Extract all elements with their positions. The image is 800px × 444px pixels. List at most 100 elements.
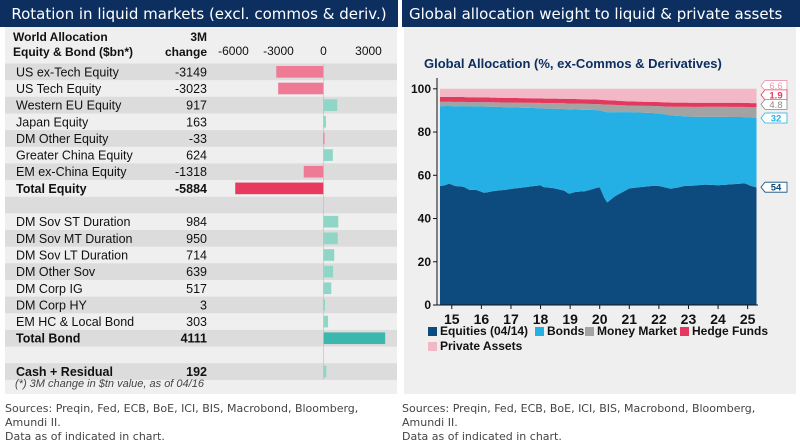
row-label-dm-sov-st-duration: DM Sov ST Duration bbox=[16, 215, 130, 229]
y-tick-label-0: 0 bbox=[424, 298, 431, 312]
row-label-dm-corp-ig: DM Corp IG bbox=[16, 282, 83, 296]
row-value-em-hc-local-bond: 303 bbox=[186, 315, 207, 329]
row-label-dm-other-sov: DM Other Sov bbox=[16, 265, 96, 279]
right-source-note: Sources: Preqin, Fed, ECB, BoE, ICI, BIS… bbox=[402, 402, 794, 444]
row-label-em-ex-china-equity: EM ex-China Equity bbox=[16, 165, 127, 179]
value-column-header-line-1: 3M bbox=[190, 30, 207, 44]
left-source-note: Sources: Preqin, Fed, ECB, BoE, ICI, BIS… bbox=[5, 402, 397, 444]
x-tick-label-16: 16 bbox=[474, 311, 490, 327]
area-bonds bbox=[439, 105, 757, 203]
left-source-line-2: Data as of indicated in chart. bbox=[5, 430, 165, 443]
x-tick-label-15: 15 bbox=[444, 311, 460, 327]
row-label-dm-sov-mt-duration: DM Sov MT Duration bbox=[16, 232, 133, 246]
area-equities-04-14 bbox=[439, 183, 757, 305]
bar-us-tech-equity bbox=[278, 82, 324, 95]
legend-label-hedge-funds: Hedge Funds bbox=[692, 324, 768, 338]
legend-label-bonds: Bonds bbox=[547, 324, 585, 338]
row-band bbox=[5, 329, 397, 347]
x-tick-label-20: 20 bbox=[592, 311, 608, 327]
end-label-bonds: 32 bbox=[771, 113, 782, 124]
bar-chart-title-line-1: World Allocation bbox=[13, 30, 108, 44]
bar-dm-corp-ig bbox=[323, 282, 332, 295]
row-value-western-eu-equity: 917 bbox=[186, 99, 207, 113]
bar-greater-china-equity bbox=[323, 149, 333, 161]
bar-cash-residual bbox=[323, 365, 327, 378]
legend-label-private-assets: Private Assets bbox=[440, 339, 523, 353]
row-value-us-tech-equity: -3023 bbox=[175, 82, 207, 96]
global-allocation-area-chart: Global Allocation (%, ex-Commos & Deriva… bbox=[411, 56, 788, 353]
end-label-box-equities-04-14 bbox=[760, 181, 788, 193]
allocation-change-chart-panel: World Allocation Equity & Bond ($bn*) 3M ch… bbox=[5, 27, 397, 394]
bar-dm-sov-mt-duration bbox=[323, 232, 338, 245]
y-tick-label-80: 80 bbox=[418, 125, 432, 139]
legend-swatch-bonds bbox=[535, 327, 544, 336]
bar-dm-other-sov bbox=[323, 265, 334, 278]
footnote: (*) 3M change in $tn value, as of 04/16 bbox=[15, 378, 205, 390]
row-label-total-bond: Total Bond bbox=[16, 332, 80, 346]
legend-swatch-hedge-funds bbox=[680, 327, 689, 336]
x-tick-label-17: 17 bbox=[503, 311, 519, 327]
row-value-greater-china-equity: 624 bbox=[186, 149, 207, 163]
x-tick-label-21: 21 bbox=[622, 311, 638, 327]
row-value-us-ex-tech-equity: -3149 bbox=[175, 65, 207, 79]
row-band bbox=[5, 196, 397, 214]
value-column-header-line-2: change bbox=[165, 45, 207, 59]
row-band bbox=[5, 363, 397, 380]
row-band bbox=[5, 163, 397, 181]
y-tick-label-100: 100 bbox=[411, 82, 431, 96]
bar-japan-equity bbox=[323, 115, 326, 128]
bar-chart-title-line-2: Equity & Bond ($bn*) bbox=[13, 45, 133, 59]
row-label-dm-other-equity: DM Other Equity bbox=[16, 132, 109, 146]
row-band bbox=[5, 130, 397, 147]
bar-dm-sov-lt-duration bbox=[323, 249, 335, 261]
bar-dm-sov-st-duration bbox=[323, 215, 339, 228]
row-value-em-ex-china-equity: -1318 bbox=[175, 165, 207, 179]
x-tick-label-6000: -6000 bbox=[218, 44, 249, 58]
end-label-box-private-assets bbox=[760, 80, 788, 91]
global-allocation-chart-panel: Global Allocation (%, ex-Commos & Deriva… bbox=[404, 27, 796, 394]
end-label-box-hedge-funds bbox=[760, 89, 788, 101]
x-tick-label-3000: -3000 bbox=[263, 44, 294, 58]
bar-em-ex-china-equity bbox=[303, 165, 324, 178]
row-label-us-tech-equity: US Tech Equity bbox=[16, 82, 102, 96]
row-label-western-eu-equity: Western EU Equity bbox=[16, 99, 122, 113]
legend-label-equities-04-14: Equities (04/14) bbox=[440, 324, 528, 338]
x-tick-label-25: 25 bbox=[740, 311, 756, 327]
x-tick-label-3000: 3000 bbox=[355, 44, 382, 58]
row-value-dm-sov-lt-duration: 714 bbox=[186, 248, 207, 262]
row-label-greater-china-equity: Greater China Equity bbox=[16, 149, 133, 163]
row-label-japan-equity: Japan Equity bbox=[16, 115, 89, 129]
row-label-dm-sov-lt-duration: DM Sov LT Duration bbox=[16, 248, 128, 262]
end-label-hedge-funds: 1.9 bbox=[769, 90, 782, 101]
area-chart-title: Global Allocation (%, ex-Commos & Deriva… bbox=[424, 56, 722, 71]
row-value-dm-corp-ig: 517 bbox=[186, 282, 207, 296]
row-label-dm-corp-hy: DM Corp HY bbox=[16, 298, 88, 312]
row-value-japan-equity: 163 bbox=[186, 115, 207, 129]
end-label-equities-04-14: 54 bbox=[771, 183, 782, 194]
area-hedge-funds bbox=[439, 96, 757, 108]
row-band bbox=[5, 96, 397, 114]
left-panel-title: Rotation in liquid markets (excl. commos… bbox=[11, 4, 387, 23]
x-tick-label-23: 23 bbox=[681, 311, 697, 327]
right-source-line-2: Data as of indicated in chart. bbox=[402, 430, 562, 443]
end-label-box-bonds bbox=[760, 112, 788, 124]
bar-dm-corp-hy bbox=[323, 299, 325, 311]
area-money-market bbox=[439, 101, 757, 118]
x-tick-label-24: 24 bbox=[710, 311, 726, 327]
end-label-money-market: 4.8 bbox=[769, 100, 782, 111]
x-tick-label-22: 22 bbox=[651, 311, 667, 327]
row-value-total-equity: -5884 bbox=[175, 182, 207, 196]
row-value-dm-corp-hy: 3 bbox=[200, 298, 207, 312]
x-tick-label-18: 18 bbox=[533, 311, 549, 327]
bar-western-eu-equity bbox=[323, 99, 338, 111]
bar-total-bond bbox=[323, 332, 386, 345]
right-source-line-1: Sources: Preqin, Fed, ECB, BoE, ICI, BIS… bbox=[402, 402, 756, 429]
end-label-private-assets: 6.6 bbox=[769, 81, 782, 92]
x-tick-label-19: 19 bbox=[562, 311, 578, 327]
x-tick-label-0: 0 bbox=[320, 44, 327, 58]
area-private-assets bbox=[439, 88, 757, 104]
bar-em-hc-local-bond bbox=[323, 315, 329, 328]
row-label-cash-residual: Cash + Residual bbox=[16, 365, 113, 379]
row-value-dm-other-equity: -33 bbox=[189, 132, 207, 146]
